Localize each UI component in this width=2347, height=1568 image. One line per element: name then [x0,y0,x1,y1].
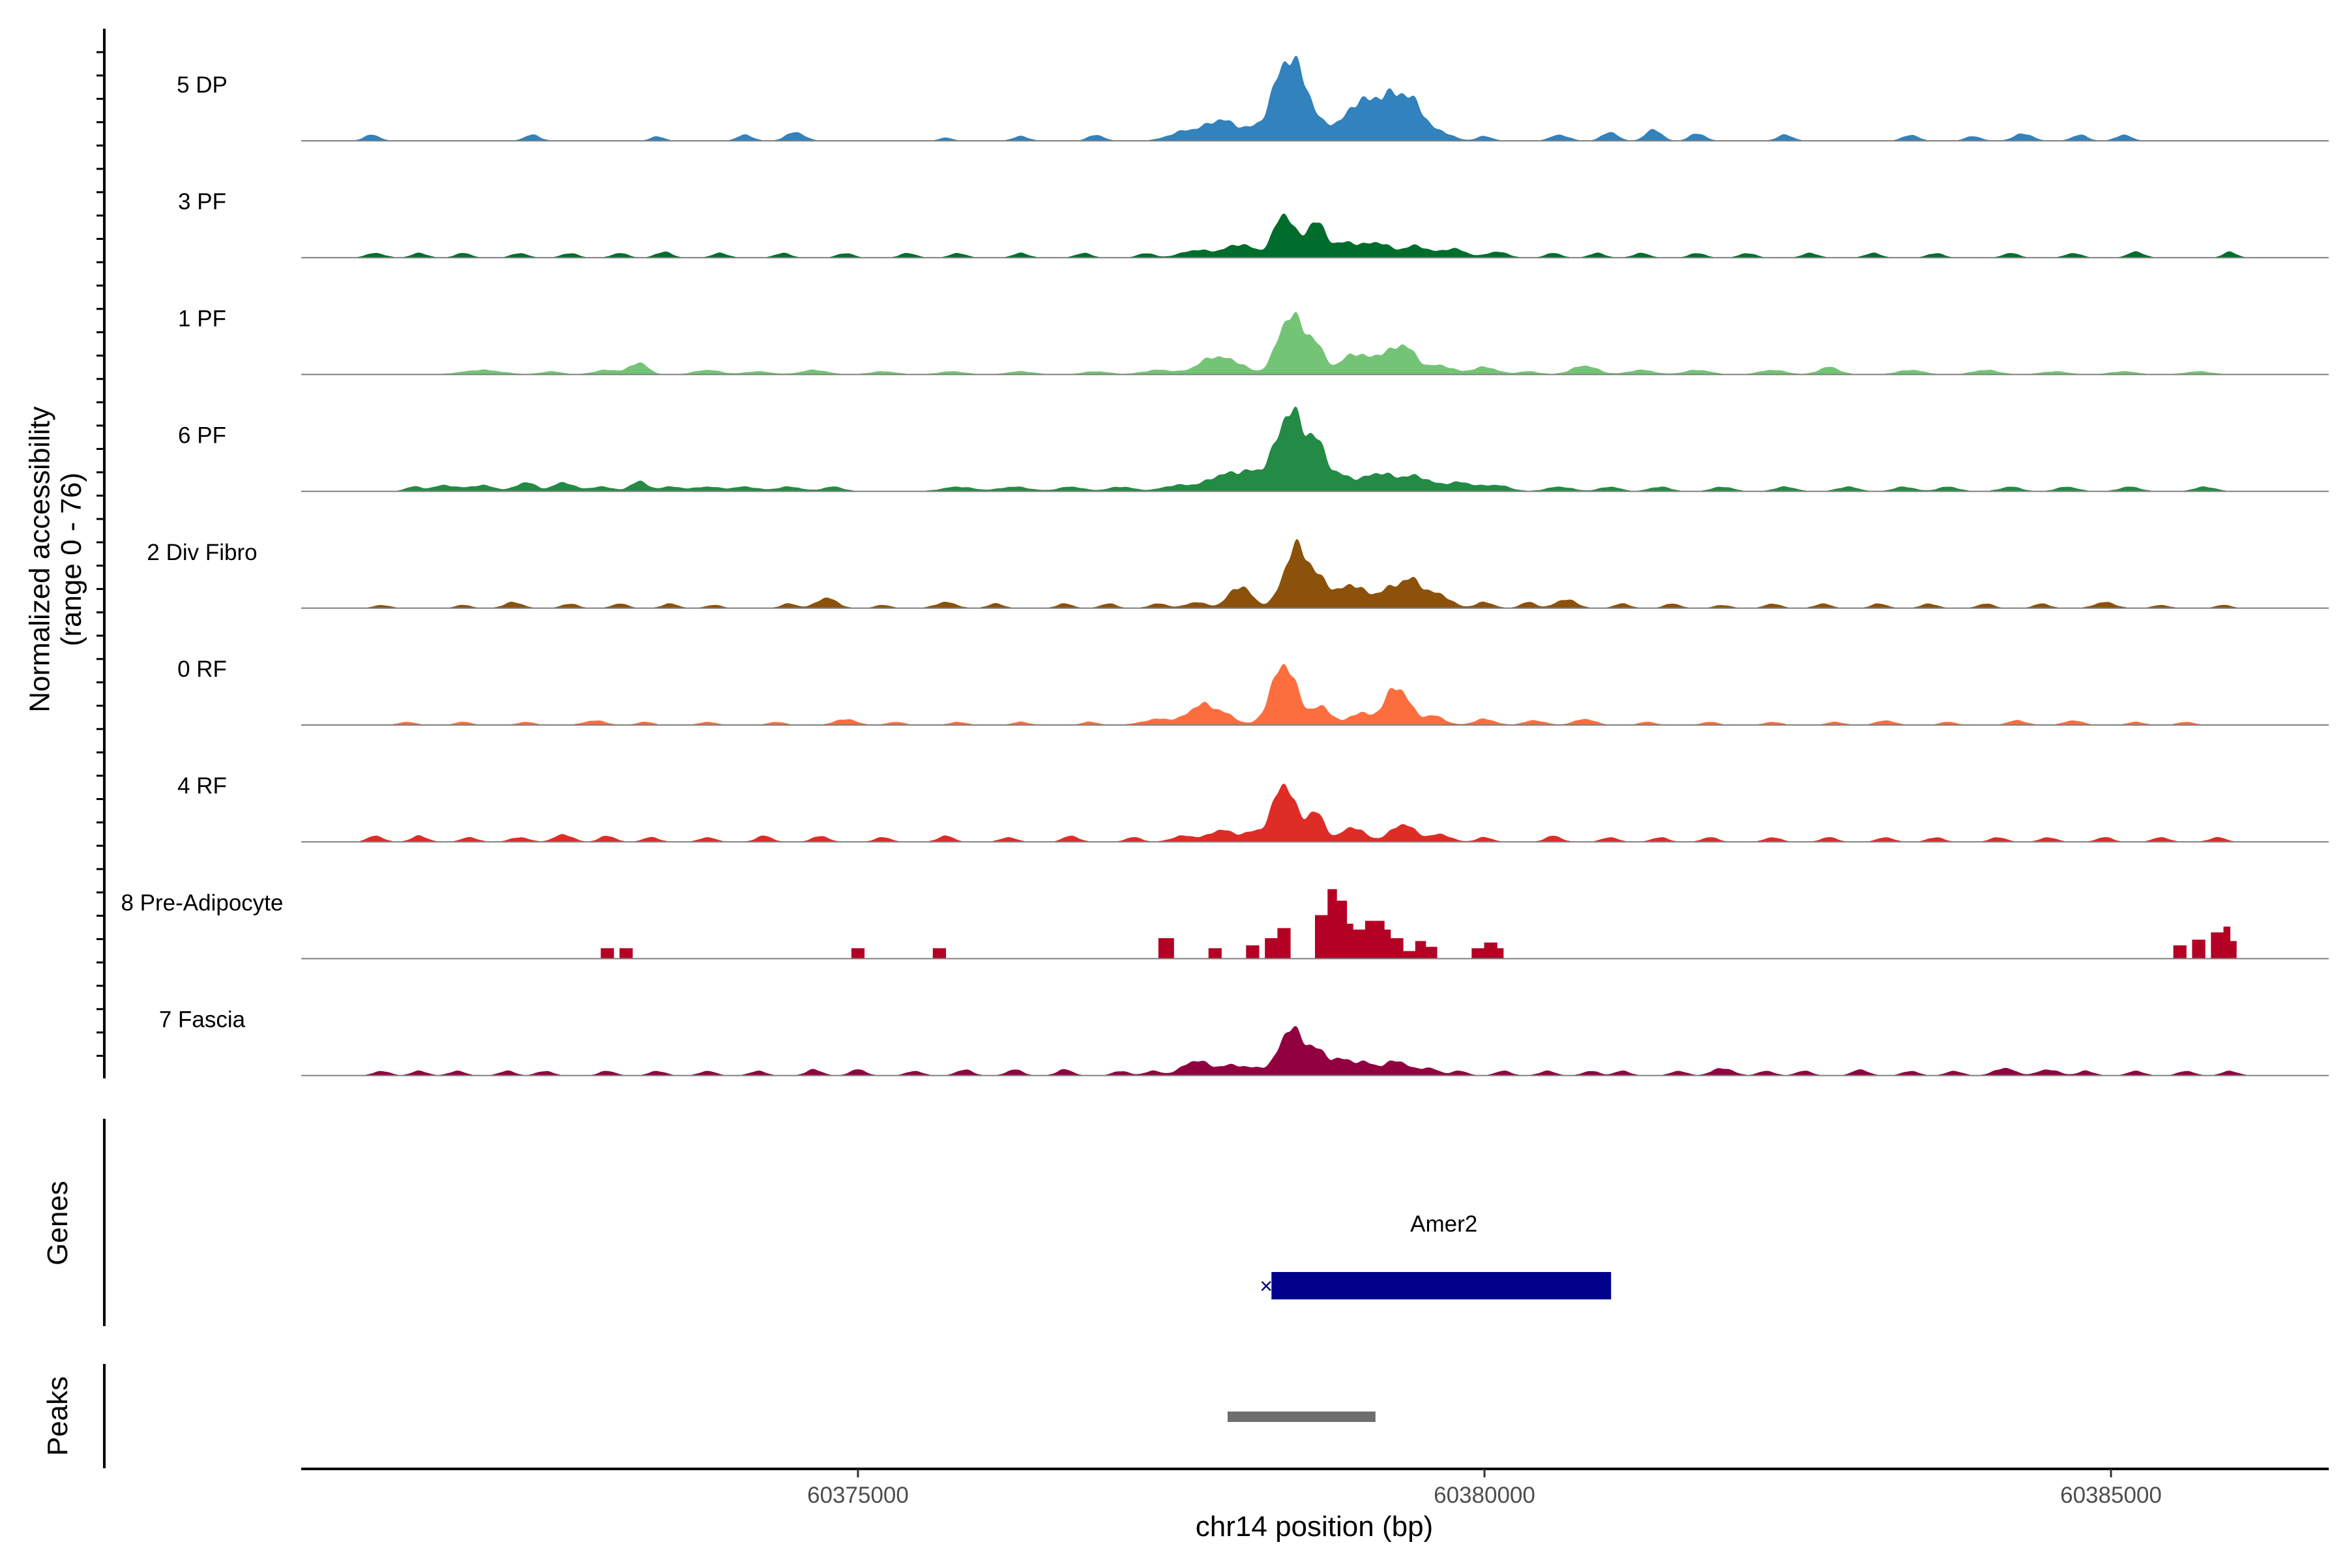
track-label: 1 PF [178,306,226,331]
coverage-area [306,213,2324,258]
track-label: 2 Div Fibro [147,540,257,565]
track-label: 3 PF [178,189,226,214]
genes-panel-label: Genes [42,1181,74,1265]
track: 1 PF [178,306,2329,376]
track: 2 Div Fibro [147,539,2329,609]
coverage-area [306,55,2324,141]
gene-annotations: × Amer2 [1260,1211,1612,1299]
y-axis-title: Normalized accessibility(range 0 - 76) [23,406,87,712]
track: 8 Pre-Adipocyte [121,889,2329,960]
track-label: 4 RF [177,773,227,799]
gene-strand-arrow: × [1260,1274,1273,1299]
track: 5 DP [177,55,2329,141]
track-label: 5 DP [177,72,228,98]
coverage-area [306,539,2324,609]
x-axis-title: chr14 position (bp) [1196,1511,1433,1543]
coverage-area [306,406,2324,492]
x-axis-ticks: 60375000 60380000 60385000 [807,1469,2162,1508]
coverage-y-ticks [96,51,104,1057]
track: 4 RF [177,773,2329,843]
coverage-area [306,783,2324,842]
peaks-panel-label: Peaks [42,1376,74,1456]
track: 7 Fascia [159,1007,2329,1076]
coverage-tracks: 5 DP 3 PF 1 PF 6 PF 2 Div Fibro 0 RF 4 RF 8 Pre… [121,55,2329,1076]
track-label: 6 PF [178,423,226,449]
track-label: 7 Fascia [159,1007,246,1033]
y-axis-title-line: (range 0 - 76) [55,473,87,647]
coverage-area [306,1026,2324,1076]
peak-regions [1228,1412,1376,1422]
track-label: 0 RF [177,657,227,682]
track: 3 PF [178,189,2329,259]
coverage-area [600,889,2237,959]
coverage-area [306,312,2324,375]
y-axis-title-line: Normalized accessibility [23,406,55,712]
x-tick-label: 60380000 [1434,1483,1535,1508]
coverage-area [306,664,2324,726]
x-tick-label: 60385000 [2060,1483,2162,1508]
peak-region [1228,1412,1376,1422]
track: 6 PF [178,406,2329,492]
track-label: 8 Pre-Adipocyte [121,890,283,915]
gene-label: Amer2 [1410,1211,1477,1237]
gene-body [1271,1272,1612,1299]
x-tick-label: 60375000 [807,1483,909,1508]
track: 0 RF [177,657,2329,726]
svg-text:Normalized accessibility(range: Normalized accessibility(range 0 - 76) [23,406,87,712]
